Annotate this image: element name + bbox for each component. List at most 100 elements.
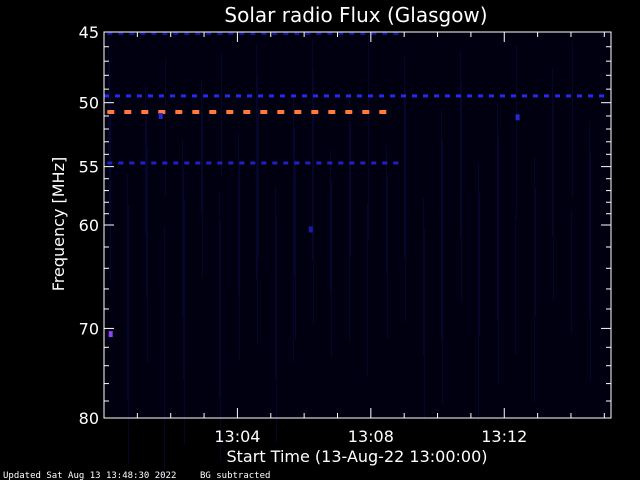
band-segment xyxy=(338,32,344,35)
band-segment xyxy=(124,110,132,114)
background-streak xyxy=(221,53,222,176)
band-segment xyxy=(228,161,234,165)
background-streak xyxy=(478,162,479,422)
burst-point xyxy=(108,331,113,338)
background-streak xyxy=(313,70,314,324)
background-streak xyxy=(147,147,148,362)
band-segment xyxy=(214,94,219,98)
band-segment xyxy=(115,94,120,98)
background-streak xyxy=(461,82,462,302)
emission-band xyxy=(107,161,399,165)
band-segment xyxy=(151,161,157,165)
background-streak xyxy=(258,106,259,258)
background-streak xyxy=(571,210,572,334)
band-segment xyxy=(261,32,267,35)
background-streak xyxy=(386,145,387,274)
x-tick-label: 13:04 xyxy=(214,427,260,446)
background-streak xyxy=(423,198,424,356)
plot-area xyxy=(104,32,611,480)
burst-point xyxy=(515,114,520,121)
y-axis: 45 50 55 60 70 80 xyxy=(79,23,611,428)
emission-band xyxy=(104,94,604,98)
background-streak xyxy=(294,128,295,276)
band-segment xyxy=(566,94,571,98)
burst-point xyxy=(158,113,163,119)
background-streak xyxy=(183,169,184,380)
band-segment xyxy=(423,94,428,98)
background-streak xyxy=(424,229,425,420)
band-segment xyxy=(283,161,289,165)
band-segment xyxy=(345,110,353,114)
band-segment xyxy=(412,94,417,98)
band-segment xyxy=(302,94,307,98)
band-segment xyxy=(555,94,560,98)
background-streak xyxy=(590,152,591,382)
band-segment xyxy=(129,32,135,35)
band-segment xyxy=(225,94,230,98)
band-segment xyxy=(107,32,113,35)
band-segment xyxy=(258,94,263,98)
x-axis: 13:04 13:08 13:12 xyxy=(103,32,605,446)
band-segment xyxy=(338,161,344,165)
band-segment xyxy=(577,94,582,98)
band-segment xyxy=(294,32,300,35)
background-streak xyxy=(498,135,499,384)
background-streak xyxy=(182,138,183,316)
band-segment xyxy=(316,32,322,35)
x-tick-label: 13:12 xyxy=(481,427,527,446)
band-segment xyxy=(192,110,200,114)
band-segment xyxy=(162,161,168,165)
band-segment xyxy=(148,94,153,98)
background-streak xyxy=(256,44,257,280)
band-segment xyxy=(206,161,212,165)
y-tick-label: 50 xyxy=(79,94,99,113)
background-streak xyxy=(535,188,536,316)
background-streak xyxy=(219,191,220,398)
background-streak xyxy=(441,109,442,340)
background-streak xyxy=(349,92,350,342)
band-segment xyxy=(393,32,399,35)
band-segment xyxy=(324,94,329,98)
band-segment xyxy=(170,94,175,98)
background-streak xyxy=(220,222,221,462)
band-segment xyxy=(195,32,201,35)
background-streak xyxy=(201,80,202,214)
band-segment xyxy=(283,32,289,35)
background-streak xyxy=(109,63,110,216)
background-streak xyxy=(368,34,369,240)
background-streak xyxy=(515,215,516,354)
background-streak xyxy=(405,87,406,322)
background-streak xyxy=(146,116,147,298)
background-streak xyxy=(404,56,405,258)
background-streak xyxy=(238,133,239,296)
band-segment xyxy=(522,94,527,98)
band-segment xyxy=(228,32,234,35)
background-streak xyxy=(184,200,185,444)
band-segment xyxy=(434,94,439,98)
band-segment xyxy=(382,32,388,35)
band-segment xyxy=(360,161,366,165)
band-segment xyxy=(294,110,302,114)
band-segment xyxy=(261,161,267,165)
emission-band xyxy=(107,32,399,35)
band-segment xyxy=(313,94,318,98)
background-streak xyxy=(110,94,111,280)
y-tick-label: 60 xyxy=(79,216,99,235)
footer-note: BG subtracted xyxy=(200,471,270,480)
y-axis-label: Frequency [MHz] xyxy=(49,157,68,291)
band-segment xyxy=(368,94,373,98)
y-tick-label: 45 xyxy=(79,23,99,42)
band-segment xyxy=(206,32,212,35)
band-segment xyxy=(250,32,256,35)
background-streak xyxy=(295,159,296,340)
background-streak xyxy=(127,174,128,400)
background-streak xyxy=(330,150,331,294)
band-segment xyxy=(250,161,256,165)
band-segment xyxy=(141,110,149,114)
x-axis-label: Start Time (13-Aug-22 13:00:00) xyxy=(227,447,488,466)
band-segment xyxy=(118,161,124,165)
band-segment xyxy=(184,32,190,35)
background-streak xyxy=(553,99,554,300)
band-segment xyxy=(305,32,311,35)
y-tick-label: 55 xyxy=(79,158,99,177)
